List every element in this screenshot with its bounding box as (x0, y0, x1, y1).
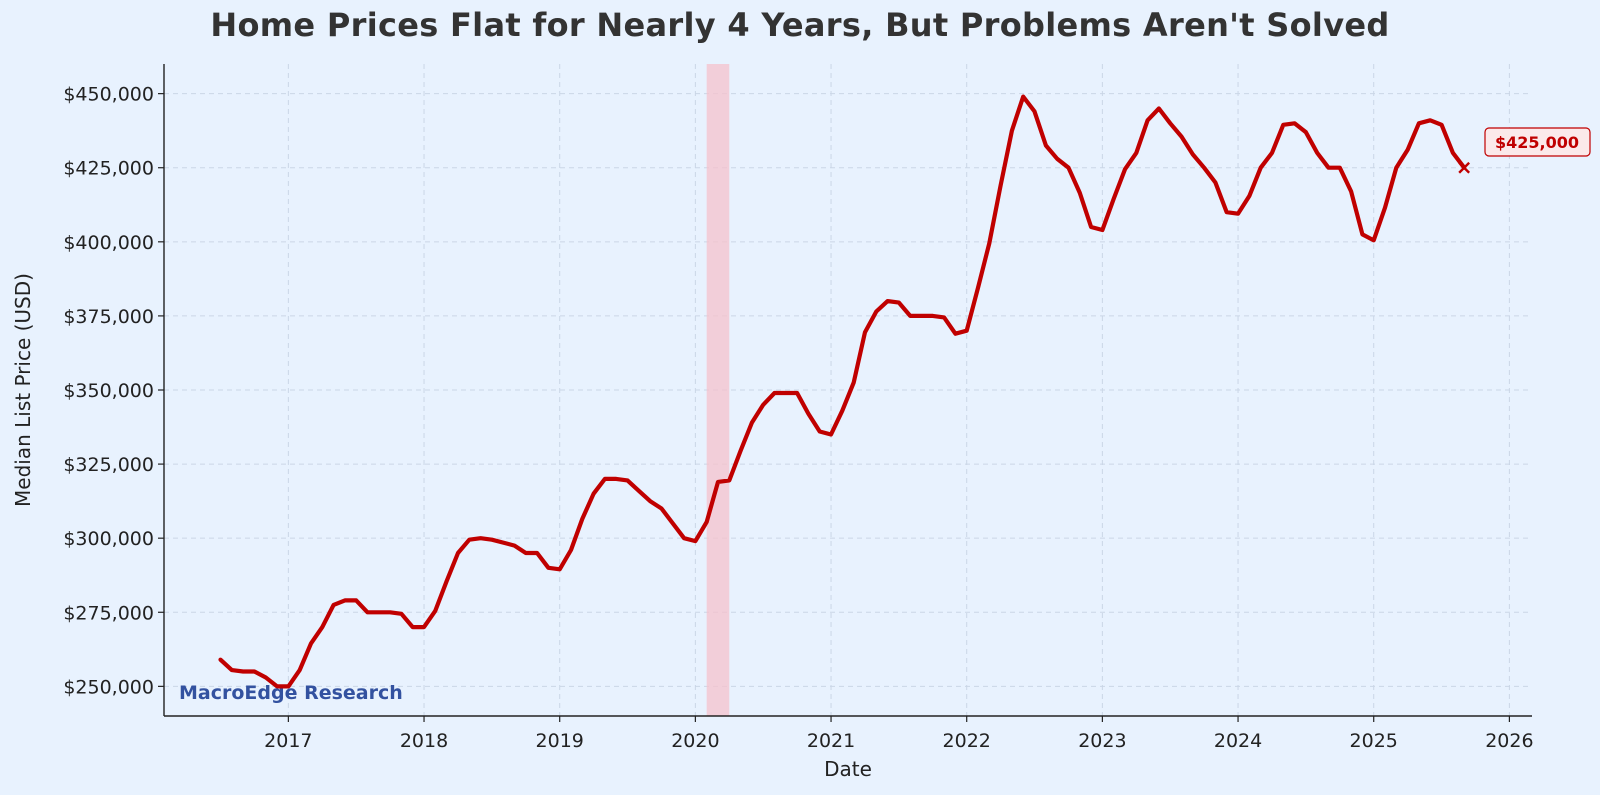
y-tick-label: $425,000 (63, 158, 154, 180)
y-tick-label: $450,000 (63, 84, 154, 106)
x-tick-label: 2024 (1214, 730, 1262, 752)
x-tick-label: 2023 (1078, 730, 1126, 752)
last-value-box (1484, 127, 1591, 157)
x-tick-label: 2019 (536, 730, 584, 752)
last-point-marker (1458, 161, 1471, 174)
x-tick-label: 2022 (943, 730, 991, 752)
y-tick-label: $400,000 (63, 232, 154, 254)
y-tick-label: $350,000 (63, 380, 154, 402)
x-tick-label: 2020 (671, 730, 719, 752)
grid (164, 64, 1532, 716)
x-tick-label: 2025 (1350, 730, 1398, 752)
watermark-text: MacroEdge Research (179, 682, 403, 704)
shaded-region (706, 64, 730, 716)
last-value-label: $425,000 (1495, 133, 1579, 152)
recession-shade (706, 64, 730, 716)
series-line (218, 94, 1467, 689)
y-tick-label: $300,000 (63, 528, 154, 550)
y-tick-label: $325,000 (63, 454, 154, 476)
x-axis-label: Date (824, 757, 872, 781)
x-tick-label: 2018 (400, 730, 448, 752)
y-tick-label: $375,000 (63, 306, 154, 328)
x-tick-label: 2021 (807, 730, 855, 752)
series-line-group (218, 94, 1471, 689)
x-tick-label: 2026 (1485, 730, 1533, 752)
x-tick-label: 2017 (264, 730, 312, 752)
chart-title: Home Prices Flat for Nearly 4 Years, But… (210, 6, 1390, 44)
y-axis-label: Median List Price (USD) (11, 273, 35, 507)
last-value-callout: $425,000 (1484, 127, 1591, 157)
x-ticks: 2017 2018 2019 2020 2021 2022 2023 2024 2025 2026 (264, 716, 1534, 752)
y-tick-label: $250,000 (63, 676, 154, 698)
last-point-marker-stroke (1458, 161, 1471, 174)
y-ticks: $250,000 $275,000 $300,000 $325,000 $350,000… (63, 84, 164, 698)
y-tick-label: $275,000 (63, 602, 154, 624)
